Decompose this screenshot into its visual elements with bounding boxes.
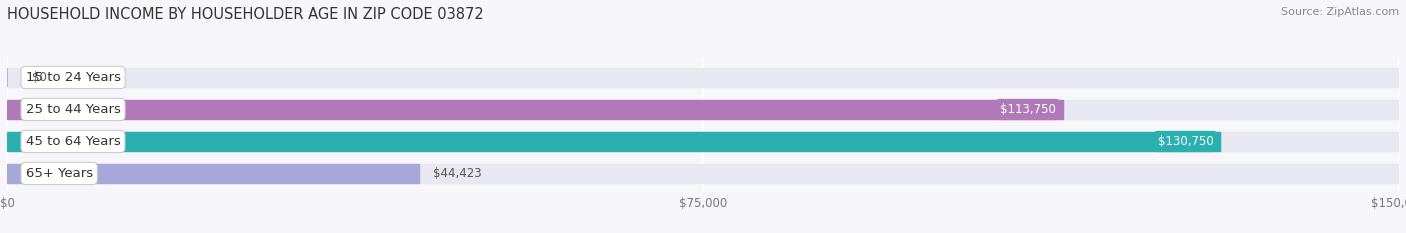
Bar [7,164,419,183]
Text: $130,750: $130,750 [1157,135,1213,148]
Bar [7,132,1220,151]
Bar [7,100,1399,119]
Text: 25 to 44 Years: 25 to 44 Years [25,103,121,116]
Bar [7,100,1063,119]
Text: $113,750: $113,750 [1000,103,1056,116]
Bar [7,68,1399,87]
Text: HOUSEHOLD INCOME BY HOUSEHOLDER AGE IN ZIP CODE 03872: HOUSEHOLD INCOME BY HOUSEHOLDER AGE IN Z… [7,7,484,22]
Text: Source: ZipAtlas.com: Source: ZipAtlas.com [1281,7,1399,17]
Bar [7,132,1399,151]
Text: 65+ Years: 65+ Years [25,167,93,180]
Text: 15 to 24 Years: 15 to 24 Years [25,71,121,84]
Bar [7,164,1399,183]
Text: $44,423: $44,423 [433,167,482,180]
Text: $0: $0 [32,71,46,84]
Text: 45 to 64 Years: 45 to 64 Years [25,135,121,148]
